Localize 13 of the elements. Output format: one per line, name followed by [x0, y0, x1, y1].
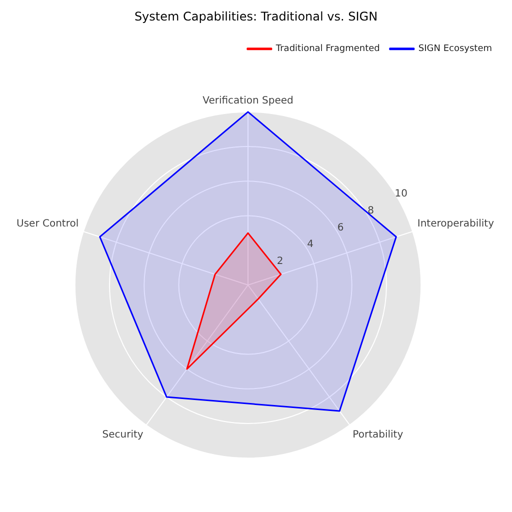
- spoke-label: Interoperability: [417, 218, 494, 230]
- chart-title: System Capabilities: Traditional vs. SIGN: [134, 9, 378, 24]
- legend-label: SIGN Ecosystem: [418, 44, 492, 54]
- spoke-label: Portability: [352, 430, 404, 441]
- y-tick-label: 2: [276, 256, 284, 267]
- y-tick-label: 10: [394, 188, 408, 200]
- spoke-label: Verification Speed: [202, 96, 294, 107]
- y-tick-label: 4: [307, 239, 314, 250]
- y-tick-label: 8: [368, 205, 374, 216]
- legend-label: Traditional Fragmented: [274, 44, 380, 54]
- spoke-label: User Control: [16, 218, 79, 230]
- spoke-label: Security: [102, 430, 144, 441]
- y-tick-label: 6: [337, 222, 344, 234]
